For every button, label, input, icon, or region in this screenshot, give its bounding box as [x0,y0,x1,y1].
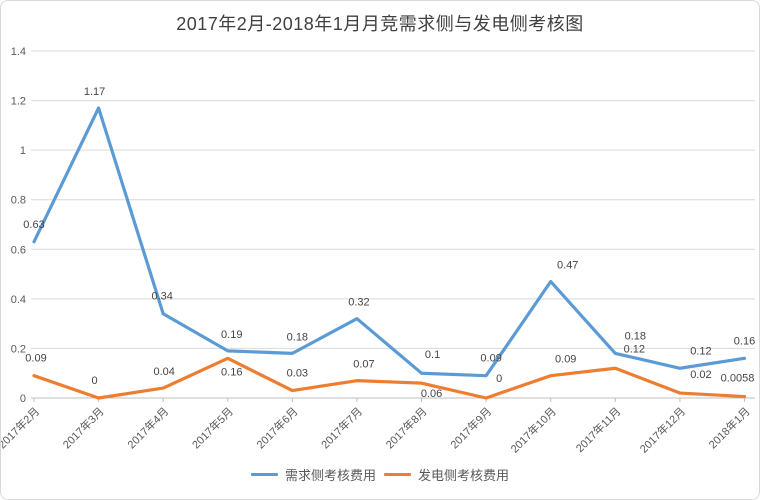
data-label: 0.32 [348,297,369,309]
x-axis-tick-label: 2017年12月 [637,404,688,455]
chart-title: 2017年2月-2018年1月月竞需求侧与发电侧考核图 [176,14,584,34]
data-label: 0.47 [557,260,578,272]
series-line-1 [32,356,747,400]
x-axis-tick-label: 2017年3月 [60,404,107,451]
x-axis-tick-label: 2017年6月 [253,404,300,451]
legend-item-generation-side[interactable]: 发电侧考核费用 [384,465,509,484]
data-label: 0 [496,373,502,385]
series-line-0 [32,106,747,378]
x-axis-tick-label: 2017年7月 [318,404,365,451]
data-label: 0.09 [480,353,501,365]
legend-label-demand-side: 需求侧考核费用 [284,468,376,483]
data-label: 0.1 [425,349,440,361]
y-axis-tick-label: 1 [20,145,26,157]
data-label: 0.34 [151,291,172,303]
data-label: 0.0058 [721,373,755,385]
legend-item-demand-side[interactable]: 需求侧考核费用 [250,465,376,484]
legend: 需求侧考核费用 发电侧考核费用 [1,465,759,484]
y-axis-tick-label: 1.4 [11,46,26,58]
data-label: 0.18 [287,331,308,343]
data-label: 0.19 [221,329,242,341]
data-label: 0.03 [287,368,308,380]
x-axis-tick-label: 2017年9月 [447,404,494,451]
legend-label-generation-side: 发电侧考核费用 [418,468,510,483]
x-axis-tick-label: 2017年8月 [383,404,430,451]
data-label: 0.16 [221,366,242,378]
x-axis-tick-label: 2017年4月 [124,404,171,451]
data-label: 0.04 [153,366,174,378]
y-axis-tick-label: 0.2 [11,343,26,355]
x-axis-tick-label: 2017年11月 [573,404,624,455]
x-axis-tick-label: 2018年1月 [706,404,753,451]
y-axis-tick-label: 0.6 [11,244,26,256]
data-label: 0.12 [690,345,711,357]
data-label: 0.07 [353,359,374,371]
data-label: 0.09 [25,353,46,365]
y-axis-tick-label: 0.8 [11,195,26,207]
demand-series-swatch [250,473,278,476]
x-axis-tick-label: 2017年10月 [507,404,558,455]
data-label: 1.17 [84,86,105,98]
data-label: 0 [92,375,98,387]
y-axis-tick-label: 0 [20,393,26,405]
x-axis-tick-label: 2017年2月 [1,404,42,451]
x-axis-tick-label: 2017年5月 [189,404,236,451]
data-label: 0.18 [625,330,646,342]
data-label: 0.02 [690,369,711,381]
data-label: 0.09 [555,354,576,366]
data-label: 0.06 [421,388,442,400]
y-axis-tick-label: 0.4 [11,294,26,306]
data-label: 0.63 [23,219,44,231]
plot-area: 0 0.2 0.4 0.6 0.8 1 1.2 1.4 2017年2月 2017年3月 2017年4… [1,46,755,456]
y-axis-tick-label: 1.2 [11,96,26,108]
generation-series-swatch [384,473,411,476]
data-label: 0.12 [624,343,645,355]
data-label: 0.16 [734,335,755,347]
